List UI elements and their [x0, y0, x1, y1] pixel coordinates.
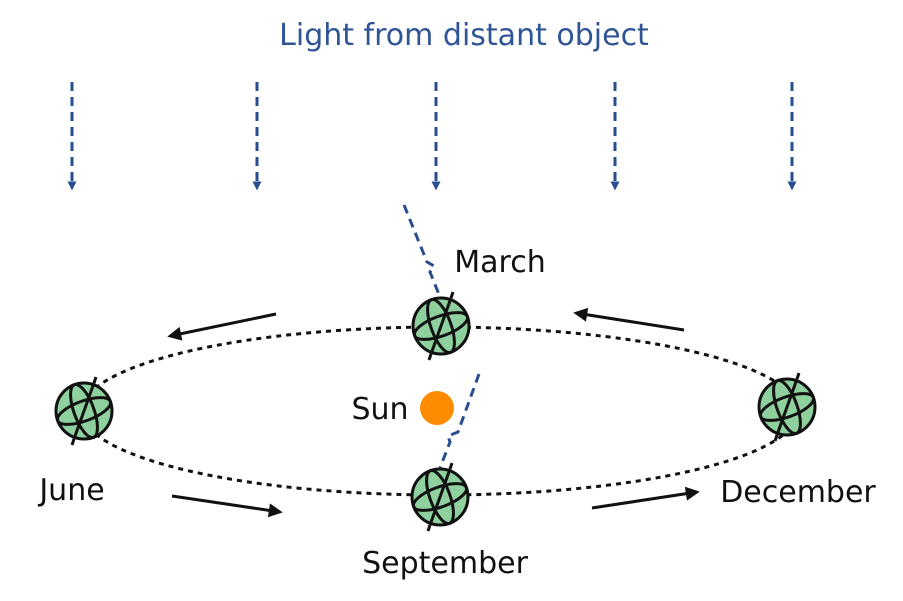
- earth-september: [408, 461, 472, 533]
- earth-december: [755, 371, 819, 443]
- diagram-title: Light from distant object: [279, 18, 649, 53]
- arrow-top-left: [167, 312, 277, 341]
- label-june: June: [37, 473, 104, 508]
- sun-label: Sun: [351, 392, 408, 427]
- arrow-bottom-right: [591, 486, 700, 510]
- sun: [420, 391, 454, 425]
- arrow-bottom-left: [171, 494, 283, 518]
- label-march: March: [454, 245, 545, 280]
- sightline-march: [402, 204, 442, 298]
- earth-june: [52, 375, 116, 447]
- earth-march: [409, 290, 473, 362]
- label-december: December: [720, 475, 876, 510]
- light-rays: [67, 82, 797, 191]
- orbit-direction-arrows: [167, 307, 700, 518]
- arrow-top-right: [573, 307, 685, 332]
- label-september: September: [362, 546, 528, 581]
